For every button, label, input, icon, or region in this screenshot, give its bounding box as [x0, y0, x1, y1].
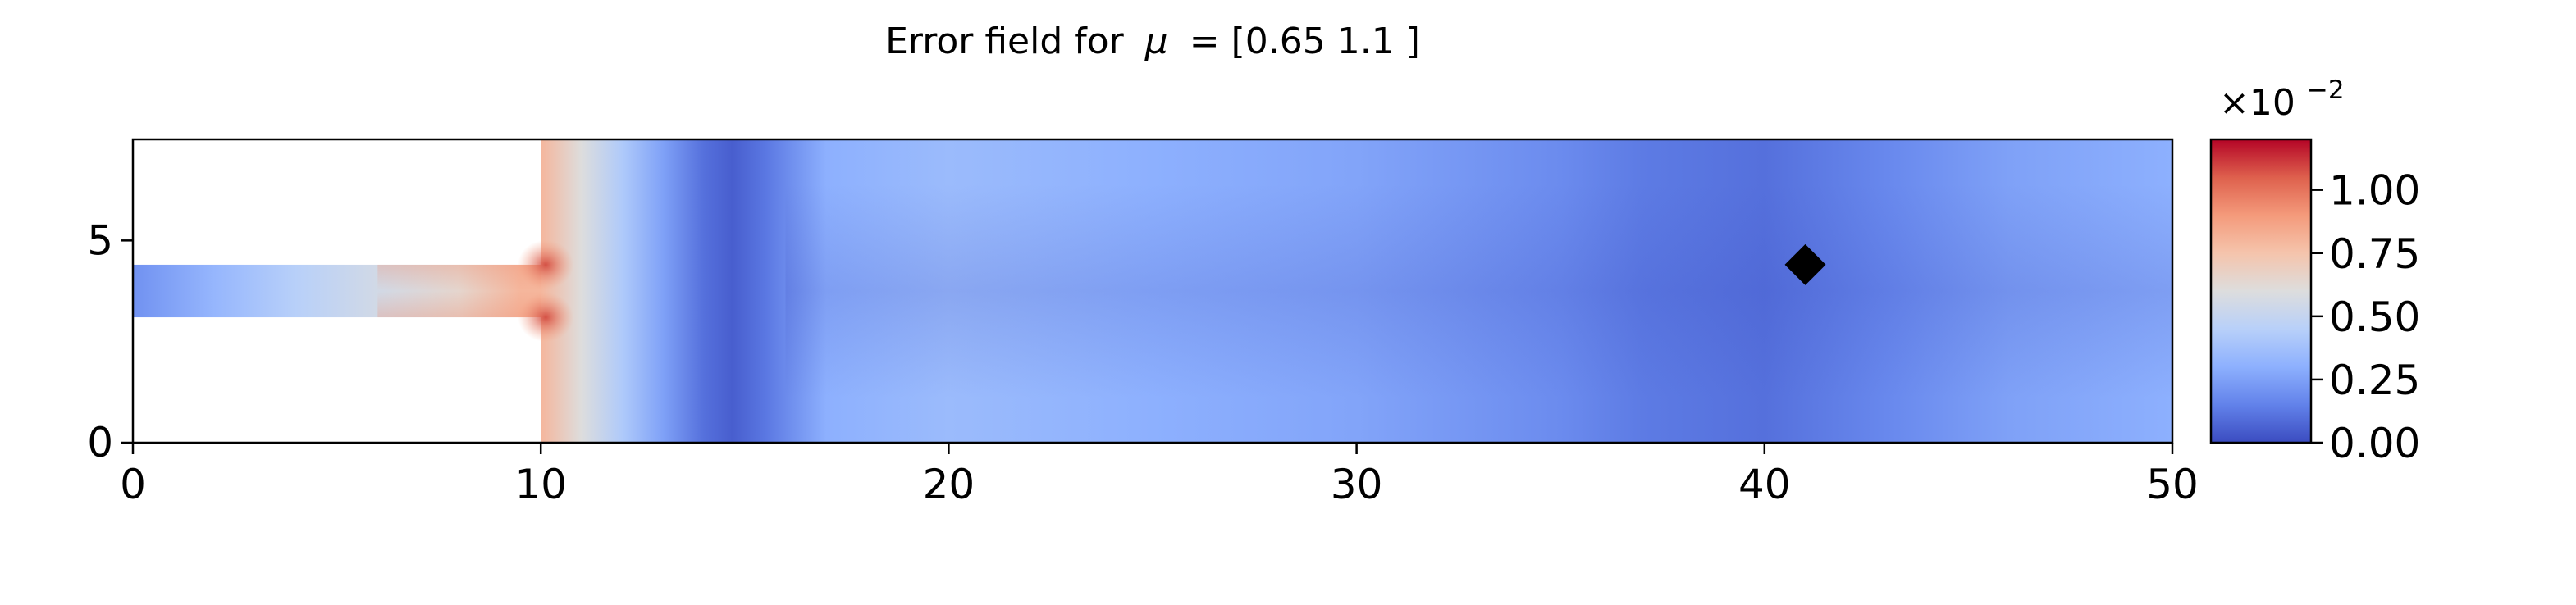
title-mu-symbol: μ [1144, 20, 1168, 62]
x-tick-label: 20 [923, 461, 975, 508]
inlet-channel-shading [377, 264, 541, 318]
colorbar-tick-label: 0.50 [2329, 293, 2420, 341]
colorbar-exponent: ×10 −2 [2219, 75, 2345, 124]
colorbar-exponent-power: −2 [2307, 75, 2345, 105]
y-axis-ticks: 05 [87, 216, 133, 466]
colorbar-scale [2209, 138, 2313, 444]
colorbar-tick-label: 0.75 [2329, 230, 2420, 278]
colorbar-tick-label: 0.00 [2329, 420, 2420, 467]
inlet-corner-hotspot-top [518, 239, 574, 289]
chamber-centerline-shading [785, 184, 2172, 398]
title-suffix: = [0.65 1.1 ] [1190, 20, 1420, 62]
x-tick-label: 40 [1738, 461, 1791, 508]
title-prefix: Error field for [885, 20, 1125, 62]
colorbar: 0.00 0.25 0.50 0.75 1.00 ×10 −2 [2209, 75, 2420, 467]
y-tick-label: 5 [87, 216, 113, 264]
inlet-corner-hotspot-bottom [518, 293, 574, 343]
x-tick-label: 10 [514, 461, 567, 508]
y-tick-label: 0 [87, 419, 113, 466]
plot-area: 0 10 20 30 40 50 05 [87, 138, 2199, 508]
x-tick-label: 50 [2146, 461, 2199, 508]
axes-frame [131, 138, 2174, 444]
colorbar-ticks: 0.00 0.25 0.50 0.75 1.00 [2311, 167, 2420, 467]
x-tick-label: 30 [1331, 461, 1383, 508]
diamond-marker [1784, 243, 1826, 285]
colorbar-tick-label: 0.25 [2329, 357, 2420, 404]
chart-title: Error field for μ = [0.65 1.1 ] [885, 20, 1420, 62]
colorbar-exponent-base: ×10 [2219, 82, 2295, 124]
x-tick-label: 0 [120, 461, 146, 508]
x-axis-ticks: 0 10 20 30 40 50 [120, 443, 2199, 508]
colorbar-tick-label: 1.00 [2329, 167, 2420, 215]
